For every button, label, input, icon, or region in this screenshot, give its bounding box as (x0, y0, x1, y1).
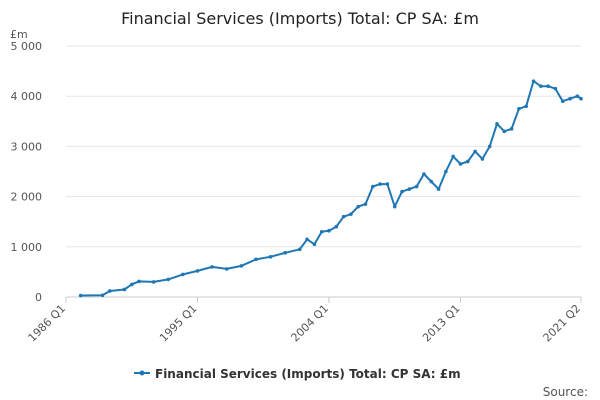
data-point[interactable] (579, 96, 583, 101)
data-point[interactable] (473, 149, 477, 154)
y-unit-label: £m (10, 28, 28, 41)
data-point[interactable] (575, 94, 580, 98)
data-point[interactable] (283, 251, 287, 255)
data-point[interactable] (502, 129, 507, 134)
data-point[interactable] (429, 179, 434, 184)
data-point[interactable] (465, 159, 470, 164)
data-point[interactable] (531, 79, 536, 83)
data-point[interactable] (392, 204, 397, 209)
data-point[interactable] (524, 104, 529, 109)
data-point[interactable] (495, 122, 499, 126)
data-point[interactable] (546, 84, 550, 88)
data-point[interactable] (451, 154, 455, 159)
y-tick-label: 2 000 (11, 191, 43, 204)
data-point[interactable] (378, 182, 382, 186)
data-point[interactable] (385, 182, 390, 186)
data-point[interactable] (224, 267, 229, 271)
data-point[interactable] (137, 279, 141, 284)
x-tick-label: 1995 Q1 (157, 302, 200, 345)
data-point[interactable] (181, 272, 185, 277)
data-point[interactable] (312, 242, 317, 247)
data-point[interactable] (356, 204, 360, 209)
data-point[interactable] (487, 144, 492, 149)
data-point[interactable] (363, 202, 368, 206)
data-point[interactable] (78, 293, 83, 298)
data-point[interactable] (319, 229, 324, 234)
chart-title: Financial Services (Imports) Total: CP S… (121, 9, 479, 28)
data-point[interactable] (254, 257, 258, 262)
data-point[interactable] (334, 224, 339, 229)
y-tick-label: 5 000 (11, 40, 43, 53)
data-point[interactable] (129, 282, 134, 287)
y-tick-label: 4 000 (11, 90, 43, 103)
data-point[interactable] (371, 184, 375, 189)
grid (66, 45, 581, 298)
x-tick-label: 2021 Q2 (541, 302, 584, 345)
data-point[interactable] (297, 247, 302, 252)
data-point[interactable] (400, 189, 404, 194)
x-tick-label: 1986 Q1 (26, 302, 69, 345)
y-tick-label: 0 (35, 291, 42, 304)
data-point[interactable] (100, 293, 105, 298)
data-point[interactable] (349, 212, 353, 216)
data-point[interactable] (341, 214, 346, 219)
y-tick-label: 3 000 (11, 140, 43, 153)
data-point[interactable] (239, 264, 244, 268)
legend[interactable]: Financial Services (Imports) Total: CP S… (134, 367, 461, 381)
data-point[interactable] (108, 289, 112, 293)
data-point[interactable] (560, 99, 565, 104)
data-point[interactable] (122, 287, 127, 292)
data-point[interactable] (568, 96, 572, 101)
data-point[interactable] (436, 187, 441, 191)
data-point[interactable] (268, 255, 273, 259)
legend-label: Financial Services (Imports) Total: CP S… (155, 367, 461, 381)
data-point[interactable] (517, 106, 521, 111)
data-point[interactable] (195, 269, 200, 273)
data-point[interactable] (458, 162, 463, 166)
series-line (80, 80, 582, 297)
series (78, 79, 583, 298)
x-tick-label: 2004 Q1 (289, 302, 332, 345)
data-point[interactable] (422, 172, 426, 176)
data-point[interactable] (327, 228, 331, 233)
data-point[interactable] (509, 127, 514, 131)
data-point[interactable] (480, 157, 485, 161)
data-point[interactable] (414, 184, 419, 189)
data-point[interactable] (553, 86, 558, 91)
data-point[interactable] (539, 84, 543, 88)
legend-marker (139, 370, 145, 376)
data-point[interactable] (444, 169, 448, 174)
data-point[interactable] (210, 265, 214, 269)
data-point[interactable] (151, 280, 156, 284)
source-label: Source: (543, 385, 588, 399)
x-axis: 1986 Q1 1995 Q1 2004 Q1 2013 Q1 2021 Q2 (26, 297, 584, 345)
x-tick-label: 2013 Q1 (420, 302, 463, 345)
data-point[interactable] (407, 187, 412, 191)
data-point[interactable] (305, 237, 309, 242)
data-point[interactable] (166, 277, 171, 282)
y-axis: 0 1 000 2 000 3 000 4 000 5 000 (11, 40, 43, 304)
y-tick-label: 1 000 (11, 241, 43, 254)
